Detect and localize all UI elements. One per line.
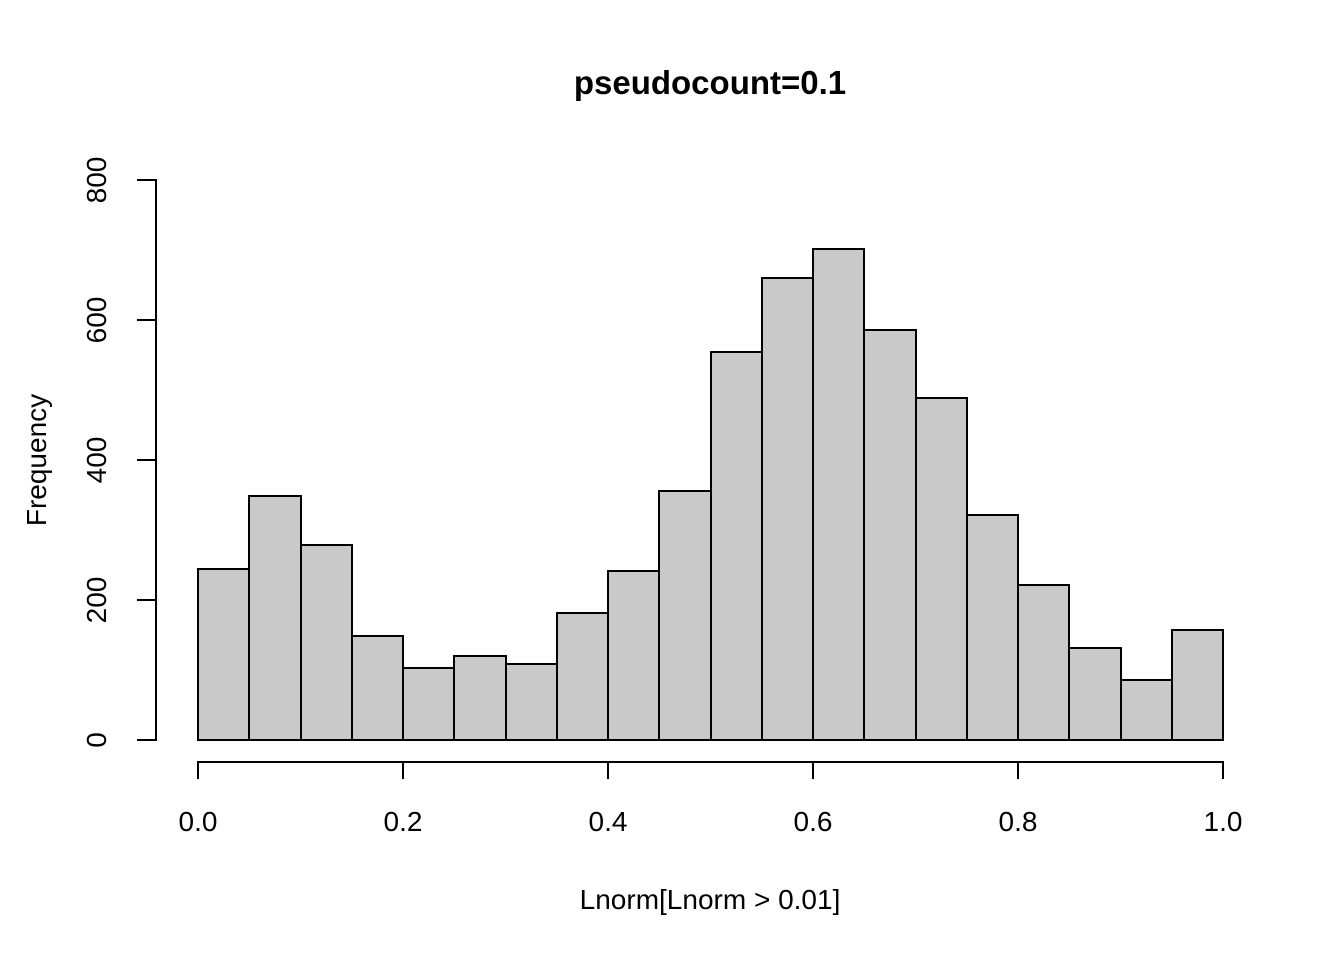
y-axis-tick-label: 600	[81, 296, 112, 344]
histogram-bar	[197, 567, 251, 741]
x-axis-tick	[402, 763, 404, 779]
histogram-bar	[350, 634, 404, 741]
x-axis-tick	[812, 763, 814, 779]
histogram-bar	[1119, 678, 1173, 741]
histogram-bar	[1170, 629, 1224, 741]
x-axis-tick	[1222, 763, 1224, 779]
x-axis-tick-label: 0.4	[588, 806, 628, 837]
x-axis-tick-label: 0.2	[383, 806, 423, 837]
histogram-bar	[453, 655, 507, 741]
y-axis-tick	[137, 599, 155, 601]
y-axis-tick-label: 400	[81, 436, 112, 484]
histogram-bar	[1068, 646, 1122, 741]
x-axis-tick-label: 1.0	[1203, 806, 1243, 837]
histogram-bar	[863, 328, 917, 741]
histogram-bar	[709, 350, 763, 741]
x-axis-line	[197, 761, 1224, 763]
y-axis-tick-label: 800	[81, 156, 112, 204]
histogram-bar	[248, 494, 302, 741]
y-axis-title: Frequency	[21, 393, 52, 527]
chart-title: pseudocount=0.1	[573, 64, 847, 101]
x-axis-tick	[1017, 763, 1019, 779]
histogram-bar	[965, 513, 1019, 741]
x-axis-tick	[607, 763, 609, 779]
y-axis-tick	[137, 179, 155, 181]
histogram-bar	[760, 277, 814, 741]
histogram-bar	[914, 397, 968, 741]
histogram-bar	[555, 612, 609, 741]
histogram-bar	[402, 666, 456, 741]
y-axis-tick-label: 200	[81, 576, 112, 624]
histogram-bar	[812, 248, 866, 741]
histogram-bar	[1017, 583, 1071, 741]
x-axis-tick	[197, 763, 199, 779]
x-axis-tick-label: 0.0	[178, 806, 218, 837]
histogram-bar	[504, 663, 558, 741]
y-axis-tick	[137, 319, 155, 321]
x-axis-tick-label: 0.8	[998, 806, 1038, 837]
y-axis-tick-label: 0	[81, 732, 112, 748]
x-axis-tick-label: 0.6	[793, 806, 833, 837]
y-axis-line	[155, 179, 157, 741]
x-axis-title: Lnorm[Lnorm > 0.01]	[579, 884, 841, 915]
histogram-bar	[607, 570, 661, 741]
histogram-bar	[658, 489, 712, 741]
y-axis-tick	[137, 459, 155, 461]
histogram-bar	[299, 544, 353, 741]
y-axis-tick	[137, 739, 155, 741]
